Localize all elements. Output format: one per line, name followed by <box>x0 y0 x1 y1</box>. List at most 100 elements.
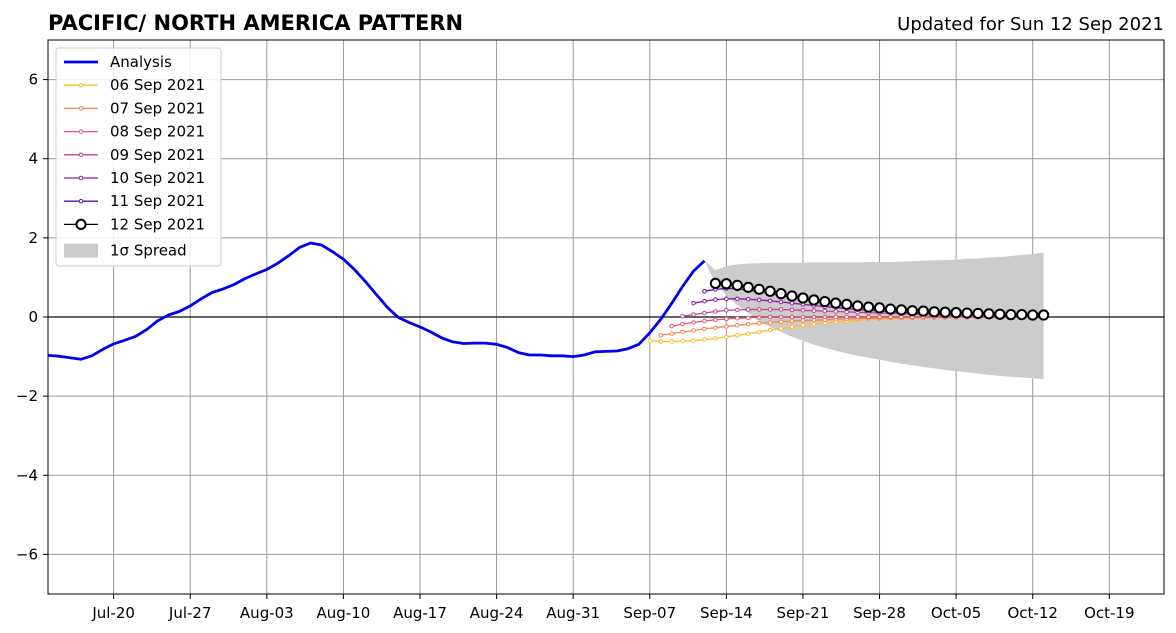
x-tick-label: Oct-05 <box>931 604 981 622</box>
forecast-point <box>756 315 762 320</box>
latest-forecast-point <box>819 295 831 308</box>
forecast-point <box>811 321 817 327</box>
forecast-point <box>778 326 784 331</box>
latest-forecast-point <box>972 307 984 320</box>
forecast-point <box>702 326 707 332</box>
forecast-point <box>877 314 882 320</box>
legend-marker-forecast <box>78 106 84 111</box>
forecast-point <box>745 307 751 312</box>
forecast-point <box>745 315 751 321</box>
forecast-point <box>800 307 806 313</box>
latest-forecast-point <box>961 307 973 319</box>
forecast-point <box>778 299 784 305</box>
latest-forecast-point <box>764 285 776 297</box>
forecast-point <box>844 314 850 320</box>
latest-forecast-point <box>1038 309 1050 321</box>
latest-forecast-point <box>808 294 820 306</box>
y-tick-label: 0 <box>28 308 38 326</box>
y-tick-label: 2 <box>28 229 38 247</box>
forecast-point <box>767 314 773 320</box>
forecast-point <box>734 307 740 313</box>
forecast-point <box>866 314 871 320</box>
forecast-point <box>789 307 795 313</box>
chart-title: PACIFIC/ NORTH AMERICA PATTERN <box>48 11 463 35</box>
forecast-point <box>734 296 740 302</box>
analysis-line <box>47 241 706 361</box>
forecast-point <box>713 309 718 314</box>
spread-band-layer <box>704 252 1044 380</box>
forecast-point <box>724 324 729 329</box>
forecast-point <box>767 307 773 312</box>
forecast-point <box>691 300 696 306</box>
forecast-point <box>647 338 653 344</box>
legend-label-forecast: 08 Sep 2021 <box>110 123 205 141</box>
forecast-point <box>702 288 707 294</box>
legend-label-spread: 1σ Spread <box>110 242 187 260</box>
forecast-point <box>669 331 674 336</box>
forecast-point <box>789 314 795 320</box>
legend-label-forecast: 10 Sep 2021 <box>110 169 205 187</box>
x-tick-label: Aug-17 <box>393 604 447 622</box>
y-tick-label: 6 <box>28 71 38 89</box>
forecast-point <box>855 314 860 320</box>
forecast-point <box>734 315 740 321</box>
latest-forecast-point <box>1027 309 1039 321</box>
legend-marker-forecast <box>78 175 84 181</box>
forecast-point <box>680 329 685 335</box>
forecast-point <box>767 320 773 325</box>
forecast-point <box>691 312 696 317</box>
x-tick-label: Aug-03 <box>240 604 294 622</box>
latest-forecast-point <box>873 302 886 314</box>
x-tick-label: Aug-10 <box>317 604 371 622</box>
forecast-point <box>713 325 718 330</box>
forecast-point <box>811 314 817 320</box>
x-tick-label: Sep-28 <box>853 604 906 622</box>
latest-forecast-point <box>884 303 897 315</box>
latest-forecast-point <box>862 301 875 313</box>
forecast-point <box>702 298 707 304</box>
legend-marker-forecast <box>78 152 84 158</box>
legend-label-forecast: 07 Sep 2021 <box>110 99 205 117</box>
forecast-point <box>778 307 784 312</box>
y-tick-label: 4 <box>28 150 38 168</box>
forecast-point <box>811 308 817 313</box>
legend-marker-forecast <box>78 82 84 88</box>
y-tick-label: −4 <box>16 466 38 484</box>
latest-forecast-point <box>1005 309 1017 321</box>
latest-forecast-point <box>786 290 798 302</box>
forecast-point <box>713 317 718 323</box>
series-layer <box>47 241 1050 361</box>
legend-label-forecast: 06 Sep 2021 <box>110 76 205 94</box>
legend-label-forecast: 09 Sep 2021 <box>110 146 205 164</box>
forecast-point <box>713 297 718 302</box>
legend-swatch-spread <box>64 243 98 258</box>
forecast-point <box>800 318 806 323</box>
forecast-line <box>671 316 1033 327</box>
forecast-point <box>800 314 806 320</box>
forecast-point <box>778 319 784 325</box>
forecast-point <box>702 337 707 342</box>
latest-forecast-point <box>1016 309 1028 321</box>
legend-marker-forecast <box>78 198 84 204</box>
latest-forecast-point <box>917 305 929 317</box>
x-tick-label: Jul-27 <box>168 604 212 622</box>
forecast-point <box>833 314 839 320</box>
latest-forecast-point <box>895 304 908 316</box>
forecast-point <box>888 314 893 320</box>
x-tick-label: Sep-14 <box>700 604 753 622</box>
latest-forecast-point <box>775 288 787 300</box>
latest-forecast-point <box>830 297 842 309</box>
latest-forecast-point <box>742 281 754 293</box>
forecast-point <box>702 310 707 316</box>
legend-label-forecast: 11 Sep 2021 <box>110 192 205 210</box>
forecast-point <box>691 328 696 333</box>
latest-forecast-point <box>939 306 951 318</box>
latest-forecast-point <box>797 292 809 304</box>
latest-forecast-point <box>753 283 765 295</box>
forecast-series <box>669 314 1036 329</box>
forecast-point <box>745 331 751 336</box>
x-tick-label: Sep-21 <box>777 604 830 622</box>
forecast-point <box>658 339 664 344</box>
y-tick-label: −2 <box>16 387 38 405</box>
